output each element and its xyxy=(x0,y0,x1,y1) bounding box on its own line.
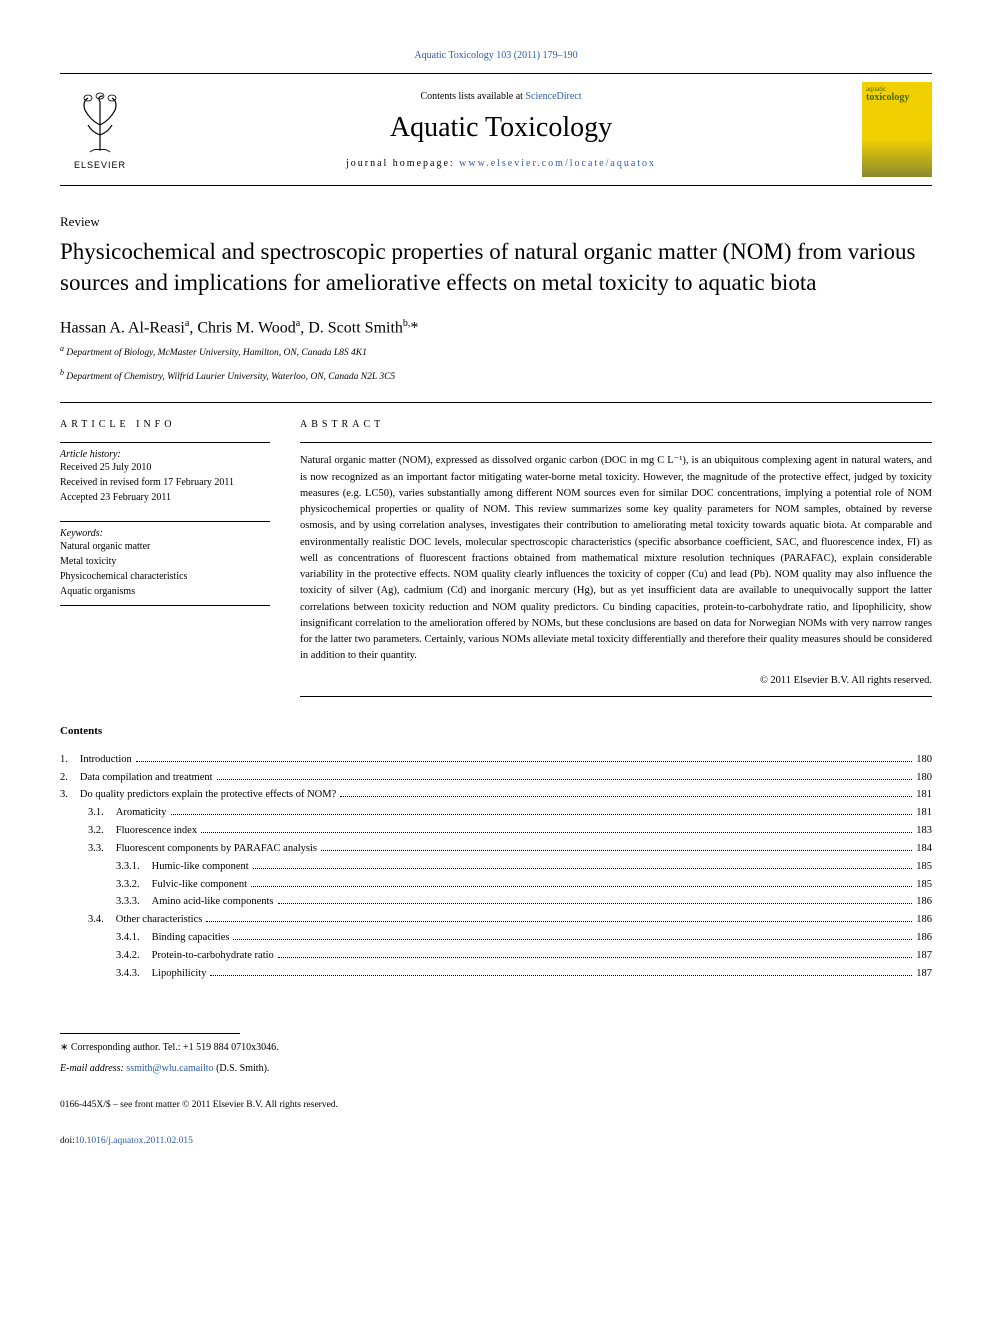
elsevier-tree-icon xyxy=(70,90,130,160)
affiliation-a: a Department of Biology, McMaster Univer… xyxy=(60,343,932,360)
abstract-copyright: © 2011 Elsevier B.V. All rights reserved… xyxy=(300,675,932,697)
journal-header: ELSEVIER Contents lists available at Sci… xyxy=(60,73,932,186)
journal-cover-thumbnail: aquatic toxicology xyxy=(862,82,932,177)
toc-item[interactable]: 3.3.3.Amino acid-like components186 xyxy=(60,893,932,911)
toc-item[interactable]: 3.3.2.Fulvic-like component185 xyxy=(60,876,932,894)
keywords: Keywords: Natural organic matter Metal t… xyxy=(60,521,270,606)
footer-doi: doi:10.1016/j.aquatox.2011.02.015 xyxy=(60,1134,932,1148)
table-of-contents: 1.Introduction1802.Data compilation and … xyxy=(60,751,932,983)
toc-item[interactable]: 3.4.Other characteristics186 xyxy=(60,911,932,929)
toc-item[interactable]: 1.Introduction180 xyxy=(60,751,932,769)
toc-item[interactable]: 3.3.Fluorescent components by PARAFAC an… xyxy=(60,840,932,858)
doi-link[interactable]: 10.1016/j.aquatox.2011.02.015 xyxy=(75,1136,193,1146)
toc-heading: Contents xyxy=(60,725,932,737)
article-info-label: ARTICLE INFO xyxy=(60,419,270,430)
journal-homepage: journal homepage: www.elsevier.com/locat… xyxy=(140,158,862,169)
contents-available: Contents lists available at ScienceDirec… xyxy=(140,91,862,102)
journal-name: Aquatic Toxicology xyxy=(140,112,862,144)
toc-item[interactable]: 3.4.3.Lipophilicity187 xyxy=(60,965,932,983)
toc-item[interactable]: 3.1.Aromaticity181 xyxy=(60,804,932,822)
article-history: Article history: Received 25 July 2010 R… xyxy=(60,442,270,505)
abstract-text: Natural organic matter (NOM), expressed … xyxy=(300,442,932,664)
elsevier-label: ELSEVIER xyxy=(74,160,126,170)
toc-item[interactable]: 3.4.2.Protein-to-carbohydrate ratio187 xyxy=(60,947,932,965)
article-type: Review xyxy=(60,214,932,230)
toc-item[interactable]: 3.Do quality predictors explain the prot… xyxy=(60,786,932,804)
footer-issn: 0166-445X/$ – see front matter © 2011 El… xyxy=(60,1098,932,1112)
toc-item[interactable]: 3.4.1.Binding capacities186 xyxy=(60,929,932,947)
top-citation-link[interactable]: Aquatic Toxicology 103 (2011) 179–190 xyxy=(414,50,577,61)
article-title: Physicochemical and spectroscopic proper… xyxy=(60,236,932,298)
elsevier-logo: ELSEVIER xyxy=(60,82,140,177)
authors: Hassan A. Al-Reasia, Chris M. Wooda, D. … xyxy=(60,318,932,337)
corresponding-author: ∗ Corresponding author. Tel.: +1 519 884… xyxy=(60,1040,932,1055)
email-link[interactable]: ssmith@wlu.camailto xyxy=(126,1063,213,1074)
abstract-label: ABSTRACT xyxy=(300,419,932,430)
toc-item[interactable]: 2.Data compilation and treatment180 xyxy=(60,769,932,787)
sciencedirect-link[interactable]: ScienceDirect xyxy=(525,91,581,102)
top-citation: Aquatic Toxicology 103 (2011) 179–190 xyxy=(60,50,932,61)
toc-item[interactable]: 3.2.Fluorescence index183 xyxy=(60,822,932,840)
homepage-link[interactable]: www.elsevier.com/locate/aquatox xyxy=(459,158,656,169)
affiliation-b: b Department of Chemistry, Wilfrid Lauri… xyxy=(60,367,932,384)
toc-item[interactable]: 3.3.1.Humic-like component185 xyxy=(60,858,932,876)
corresponding-email: E-mail address: ssmith@wlu.camailto (D.S… xyxy=(60,1061,932,1076)
